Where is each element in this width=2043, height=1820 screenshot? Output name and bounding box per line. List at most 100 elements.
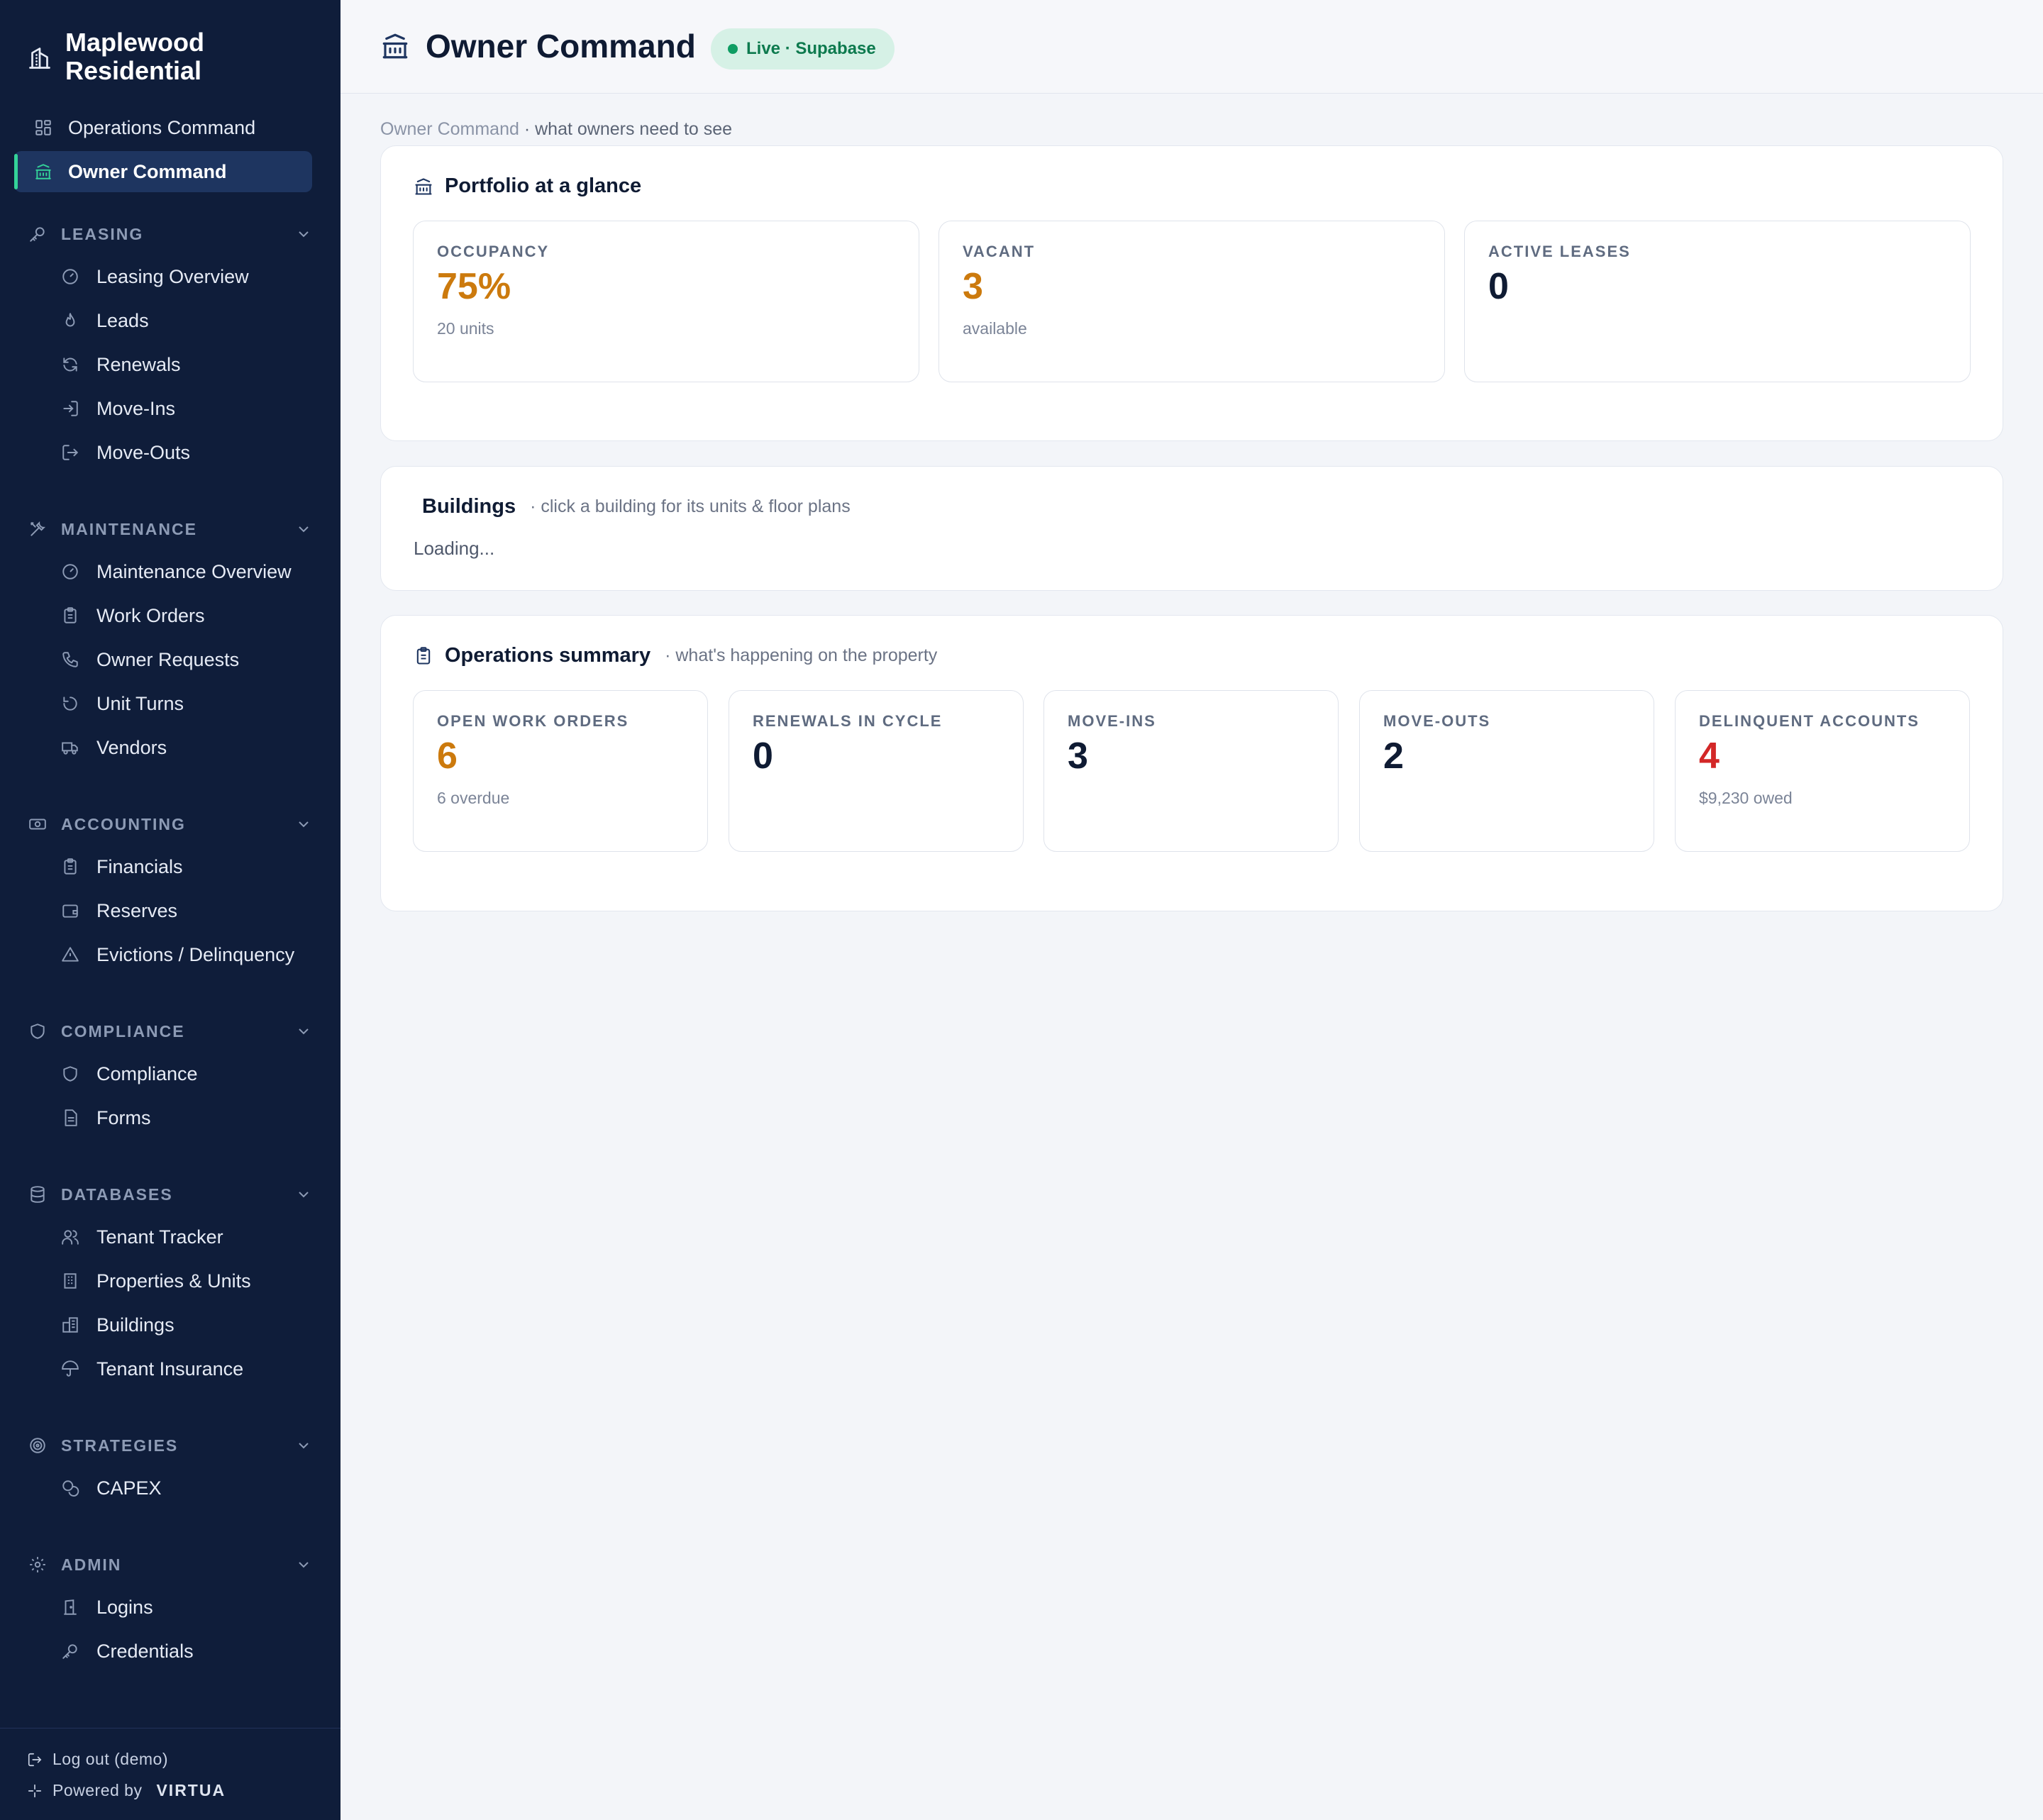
nav-label: Operations Command	[68, 116, 256, 138]
top-header: Owner Command Live · Supabase	[340, 0, 2043, 94]
buildings-card-header: Buildings · click a building for its uni…	[422, 495, 851, 518]
nav-unit-turns[interactable]: Unit Turns	[61, 688, 184, 719]
grid-icon	[35, 120, 51, 135]
status-dot-icon	[728, 44, 738, 54]
stat-delinquent-accounts[interactable]: DELINQUENT ACCOUNTS 4 $9,230 owed	[1675, 690, 1970, 852]
database-icon	[31, 1186, 45, 1203]
nav-maintenance-overview[interactable]: Maintenance Overview	[61, 556, 292, 587]
nav-buildings[interactable]: Buildings	[61, 1309, 175, 1341]
refresh-icon	[63, 357, 77, 372]
nav-evictions-delinquency[interactable]: Evictions / Delinquency	[61, 939, 294, 970]
nav-vendors[interactable]: Vendors	[61, 732, 167, 763]
stat-value: 6	[437, 736, 458, 777]
nav-financials[interactable]: Financials	[61, 851, 183, 882]
section-leasing[interactable]: LEASING	[28, 220, 312, 248]
stat-value: 0	[1488, 266, 1509, 307]
nav-owner-command[interactable]: Owner Command	[14, 151, 312, 192]
section-maintenance[interactable]: MAINTENANCE	[28, 515, 312, 543]
page-title-wrap: Owner Command	[380, 27, 696, 65]
stat-value: 75%	[437, 266, 511, 307]
nav-label: Compliance	[96, 1062, 198, 1084]
chevron-down-icon	[299, 1443, 309, 1449]
users-icon	[62, 1230, 79, 1245]
building-icon	[29, 48, 50, 69]
clipboard-icon	[64, 607, 77, 623]
chevron-down-icon	[299, 526, 309, 533]
logout-button[interactable]: Log out (demo)	[27, 1750, 168, 1769]
nav-label: Renewals	[96, 353, 181, 375]
nav-credentials[interactable]: Credentials	[61, 1636, 194, 1667]
chevron-down-icon	[299, 1192, 309, 1198]
stat-move-ins[interactable]: MOVE-INS 3	[1043, 690, 1339, 852]
nav-label: Work Orders	[96, 604, 205, 626]
rotate-icon	[63, 697, 77, 711]
stat-open-work-orders[interactable]: OPEN WORK ORDERS 6 6 overdue	[413, 690, 708, 852]
bank-icon	[35, 164, 51, 179]
clipboard-icon	[64, 858, 77, 875]
chevron-down-icon	[299, 1028, 309, 1035]
operations-card: Operations summary · what's happening on…	[380, 615, 2003, 911]
nav-owner-requests[interactable]: Owner Requests	[61, 644, 239, 675]
nav-label: Buildings	[96, 1314, 175, 1336]
status-badge-label: Live · Supabase	[746, 39, 876, 58]
warning-icon	[62, 947, 79, 962]
brand[interactable]: Maplewood Residential	[27, 28, 292, 85]
shield-icon	[63, 1066, 77, 1082]
section-accounting[interactable]: ACCOUNTING	[28, 810, 312, 838]
section-strategies[interactable]: STRATEGIES	[28, 1431, 312, 1460]
nav-forms[interactable]: Forms	[61, 1102, 151, 1133]
stat-label: OPEN WORK ORDERS	[437, 712, 629, 730]
stat-value: 3	[1068, 736, 1088, 777]
nav-renewals[interactable]: Renewals	[61, 349, 181, 380]
nav-label: Unit Turns	[96, 692, 184, 714]
nav-logins[interactable]: Logins	[61, 1592, 153, 1623]
sidebar-footer: Log out (demo) Powered by VIRTUA	[0, 1728, 340, 1820]
section-compliance[interactable]: COMPLIANCE	[28, 1017, 312, 1045]
gauge-icon	[62, 269, 78, 284]
nav-tenant-tracker[interactable]: Tenant Tracker	[61, 1221, 223, 1253]
nav-tenant-insurance[interactable]: Tenant Insurance	[61, 1353, 243, 1385]
nav-move-ins[interactable]: Move-Ins	[61, 393, 175, 424]
chevron-down-icon	[299, 821, 309, 828]
nav-move-outs[interactable]: Move-Outs	[61, 437, 190, 468]
nav-work-orders[interactable]: Work Orders	[61, 600, 205, 631]
stat-active-leases: ACTIVE LEASES 0	[1464, 221, 1971, 382]
wallet-icon	[62, 904, 78, 918]
nav-operations-command[interactable]: Operations Command	[14, 107, 312, 148]
log-out-icon	[62, 445, 79, 460]
brand-name: Maplewood Residential	[65, 28, 204, 85]
nav-label: CAPEX	[96, 1477, 162, 1499]
umbrella-icon	[62, 1360, 79, 1377]
powered-by: Powered by VIRTUA	[27, 1781, 226, 1800]
nav-label: Move-Ins	[96, 397, 176, 419]
section-admin[interactable]: ADMIN	[28, 1550, 312, 1579]
section-databases[interactable]: DATABASES	[28, 1180, 312, 1209]
nav-capex[interactable]: CAPEX	[61, 1472, 162, 1504]
nav-label: Financials	[96, 855, 183, 877]
nav-compliance[interactable]: Compliance	[61, 1058, 198, 1089]
nav-label: Forms	[96, 1106, 151, 1128]
nav-properties-units[interactable]: Properties & Units	[61, 1265, 251, 1297]
nav-leasing-overview[interactable]: Leasing Overview	[61, 261, 249, 292]
portfolio-card-header: Portfolio at a glance	[414, 174, 641, 198]
powered-prefix: Powered by	[52, 1781, 143, 1799]
nav-reserves[interactable]: Reserves	[61, 895, 177, 926]
stat-renewals-in-cycle[interactable]: RENEWALS IN CYCLE 0	[729, 690, 1024, 852]
stat-sub: $9,230 owed	[1699, 789, 1793, 807]
nav-label: Credentials	[96, 1640, 194, 1662]
stat-occupancy: OCCUPANCY 75% 20 units	[413, 221, 919, 382]
powered-brand: VIRTUA	[156, 1781, 226, 1799]
breadcrumb-page[interactable]: Owner Command	[380, 119, 519, 139]
phone-icon	[62, 652, 78, 667]
buildings-title: Buildings	[422, 495, 516, 518]
building-icon	[64, 1273, 77, 1289]
stat-move-outs[interactable]: MOVE-OUTS 2	[1359, 690, 1654, 852]
stat-label: DELINQUENT ACCOUNTS	[1699, 712, 1920, 730]
section-title: LEASING	[61, 224, 144, 243]
stat-vacant: VACANT 3 available	[939, 221, 1445, 382]
nav-leads[interactable]: Leads	[61, 305, 149, 336]
nav-label: Maintenance Overview	[96, 560, 292, 582]
bank-icon	[415, 177, 432, 195]
operations-card-header: Operations summary · what's happening on…	[414, 644, 937, 667]
sidebar: Maplewood Residential Operations Command…	[0, 0, 340, 1820]
